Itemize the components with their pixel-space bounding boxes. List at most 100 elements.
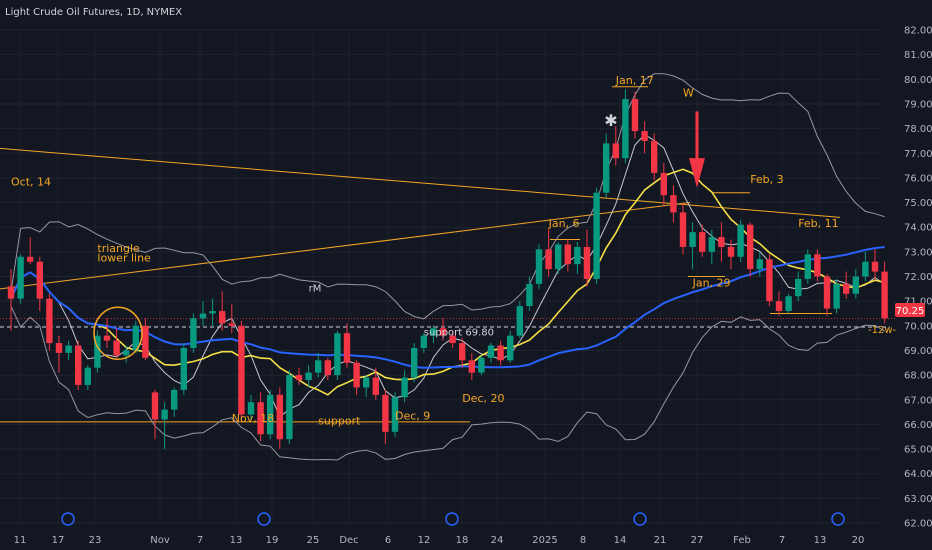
candle-body — [756, 259, 763, 270]
candle-body — [843, 283, 850, 294]
candle-body — [603, 143, 610, 193]
candle-body — [295, 375, 303, 381]
triangle-upper-line — [0, 147, 841, 218]
candle-body — [526, 283, 533, 307]
y-tick-label: 72.00 — [904, 272, 932, 283]
annotation-label: rM — [309, 283, 322, 294]
candle-body — [363, 377, 370, 388]
candle-body — [257, 402, 264, 435]
candle-body — [103, 335, 111, 341]
candle-body — [46, 298, 53, 344]
annotation-label: Feb, 3 — [750, 173, 783, 186]
candle-body — [852, 276, 859, 294]
candle-body — [660, 172, 667, 196]
candle-body — [382, 394, 389, 432]
annotation-label: Oct, 14 — [11, 175, 51, 188]
candle-body — [737, 224, 744, 257]
x-tick-label: 12 — [418, 535, 431, 546]
candle-body — [478, 357, 485, 373]
event-icon[interactable] — [61, 512, 75, 526]
candle-body — [871, 261, 879, 272]
price-label: 70.25 — [896, 306, 925, 317]
candle-body — [507, 335, 514, 361]
chart-title: Light Crude Oil Futures, 1D, NYMEX — [5, 7, 182, 18]
x-tick-label: 14 — [614, 535, 627, 546]
x-tick-label: Dec — [339, 535, 358, 546]
arrow-head-icon — [689, 158, 705, 188]
y-tick-label: 64.00 — [904, 469, 932, 480]
candle-body — [449, 335, 456, 344]
x-tick-label: Nov — [150, 535, 170, 546]
event-icon[interactable] — [445, 512, 459, 526]
candle-body — [439, 328, 447, 336]
candle-body — [65, 345, 72, 353]
x-tick-label: 2025 — [532, 535, 557, 546]
candle-body — [247, 402, 255, 415]
candle-body — [468, 360, 475, 373]
candle-body — [75, 345, 82, 385]
candle-body — [343, 333, 351, 363]
candle-body — [823, 276, 831, 309]
candle-body — [775, 301, 783, 312]
y-tick-label: 67.00 — [904, 395, 932, 406]
annotation-label: triangle — [97, 242, 140, 255]
y-tick-label: 77.00 — [904, 149, 932, 160]
candle-body — [631, 99, 639, 132]
candle-body — [555, 244, 562, 270]
candle-body — [411, 347, 418, 378]
candle-body — [123, 350, 130, 356]
annotation-label: Nov, 18 — [232, 412, 274, 425]
y-tick-label: 70.00 — [904, 321, 932, 332]
event-icon[interactable] — [831, 512, 845, 526]
x-tick-label: 23 — [89, 535, 102, 546]
event-icon[interactable] — [257, 512, 271, 526]
x-tick-label: 7 — [779, 535, 785, 546]
candle-body — [747, 224, 754, 270]
candle-body — [814, 254, 821, 277]
candle-body — [564, 244, 571, 265]
x-tick-label: 19 — [266, 535, 279, 546]
annotation-label: Jan, 17 — [615, 74, 654, 87]
star-icon: ✱ — [604, 111, 617, 130]
candle-body — [718, 237, 725, 247]
candle-body — [228, 323, 235, 326]
candle-body — [689, 232, 696, 247]
y-tick-label: 63.00 — [904, 494, 932, 505]
candle-body — [305, 372, 312, 381]
candle-body — [497, 345, 504, 361]
candle-body — [286, 375, 293, 440]
bollinger-upper — [10, 73, 885, 320]
candle-body — [324, 360, 331, 376]
y-tick-label: 73.00 — [904, 247, 932, 258]
candle-body — [276, 394, 283, 440]
candle-body — [545, 249, 552, 270]
y-tick-label: 66.00 — [904, 420, 932, 431]
candle-body — [583, 246, 591, 279]
x-tick-label: 21 — [654, 535, 667, 546]
candle-body — [699, 232, 706, 252]
x-tick-label: 8 — [580, 535, 586, 546]
candle-body — [315, 360, 322, 373]
y-tick-label: 69.00 — [904, 346, 932, 357]
x-tick-label: 17 — [52, 535, 65, 546]
candles — [7, 89, 888, 450]
sma-blue — [10, 246, 885, 369]
annotation-label: Jan, 29 — [692, 276, 731, 289]
candle-body — [238, 325, 245, 415]
candle-body — [670, 195, 677, 213]
candle-body — [679, 212, 687, 247]
event-icon[interactable] — [633, 512, 647, 526]
y-tick-label: 79.00 — [904, 99, 932, 110]
candle-body — [372, 377, 379, 395]
y-tick-label: 75.00 — [904, 198, 932, 209]
x-tick-label: 27 — [691, 535, 704, 546]
candle-body — [171, 389, 178, 410]
bollinger-lower — [10, 305, 885, 461]
candle-body — [593, 192, 600, 279]
x-tick-label: 6 — [385, 535, 391, 546]
annotation-label: Feb, 11 — [798, 217, 838, 230]
candle-body — [401, 377, 408, 398]
annotation-label: support — [318, 414, 361, 427]
